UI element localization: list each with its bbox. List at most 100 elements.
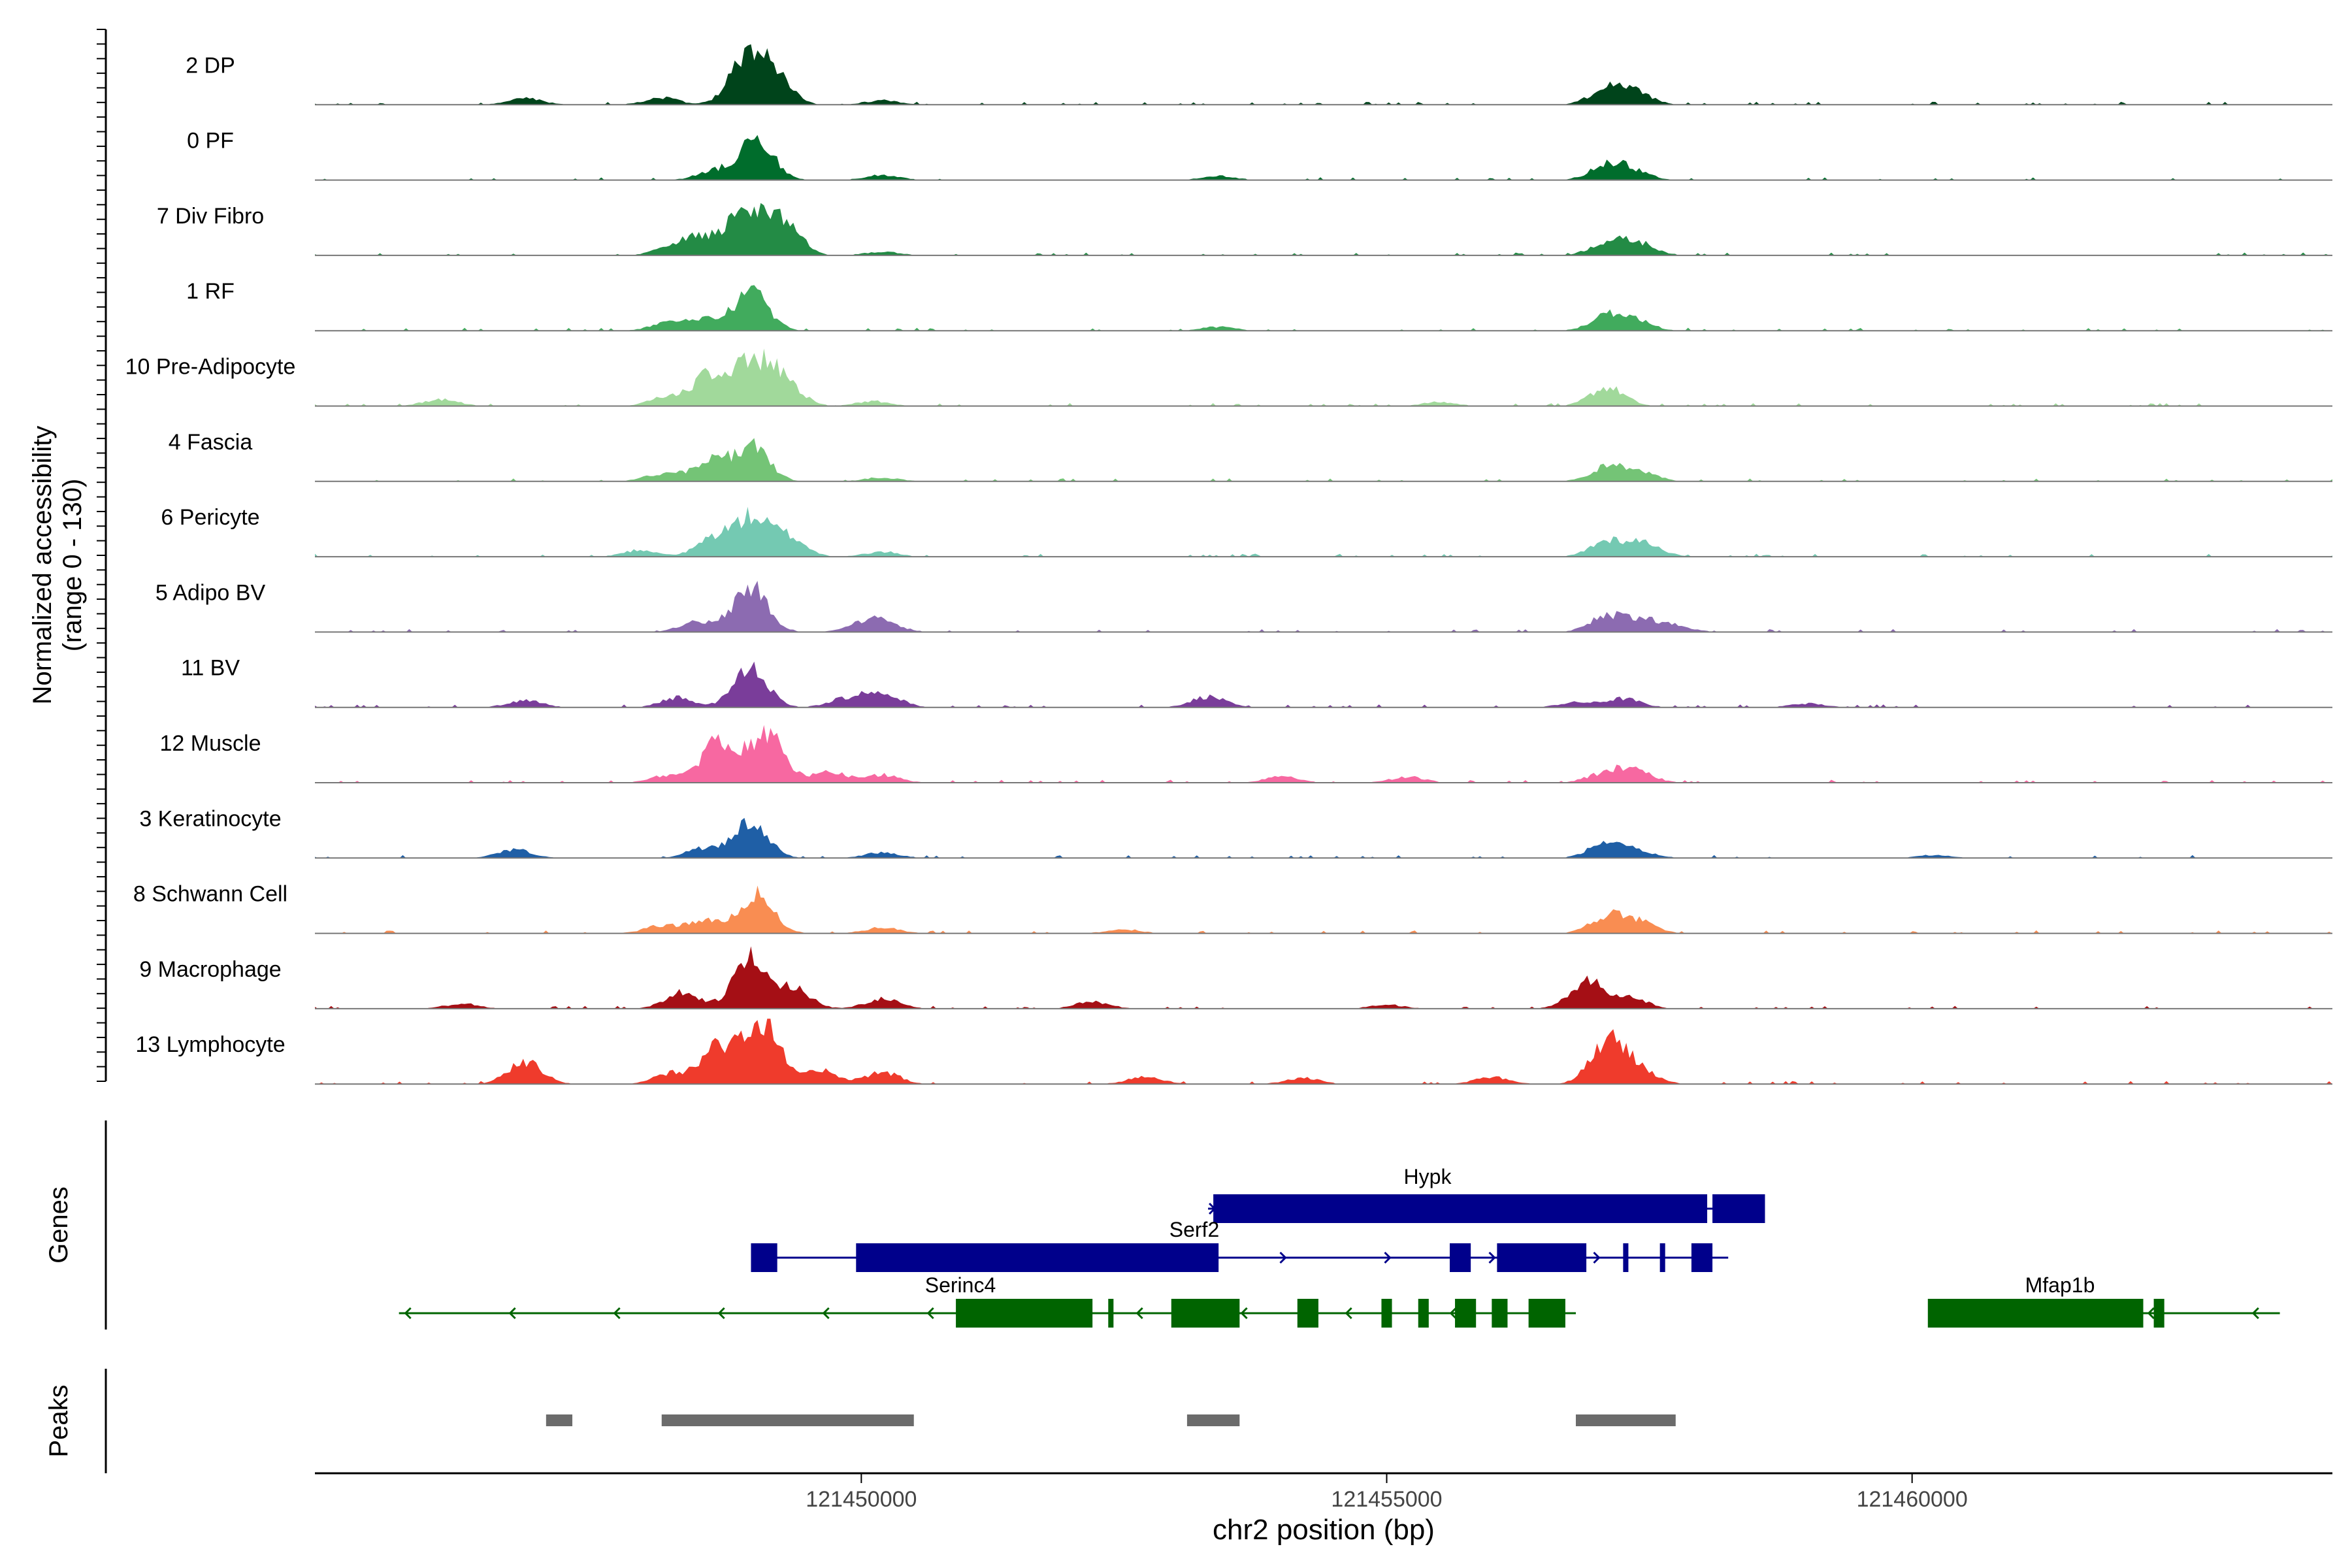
track-14: 13 Lymphocyte [135, 1019, 2332, 1085]
strand-arrow [1449, 1307, 1457, 1320]
track-label: 0 PF [187, 129, 234, 154]
track-8: 5 Adipo BV [155, 580, 2332, 633]
track-area [315, 506, 2332, 557]
peak-region [661, 1414, 914, 1426]
strand-arrow [1135, 1307, 1143, 1320]
x-axis-tick-label: 121455000 [1331, 1487, 1442, 1512]
strand-arrow [2251, 1307, 2259, 1320]
y-axis-range-label: (range 0 - 130) [58, 479, 87, 652]
track-13: 9 Macrophage [139, 946, 2332, 1009]
track-2: 0 PF [187, 129, 2332, 181]
strand-arrow [2147, 1307, 2155, 1320]
gene-mfap1b: Mfap1b [1927, 1273, 2280, 1328]
track-label: 7 Div Fibro [157, 204, 264, 229]
strand-arrow [613, 1307, 621, 1320]
strand-arrow [1240, 1307, 1248, 1320]
strand-arrow [717, 1307, 725, 1320]
track-label: 8 Schwann Cell [133, 882, 287, 907]
track-label: 2 DP [186, 53, 235, 78]
gene-label: Serf2 [1169, 1218, 1219, 1241]
track-label: 3 Keratinocyte [139, 806, 281, 831]
gene-exon [1528, 1299, 1565, 1328]
track-5: 10 Pre-Adipocyte [125, 348, 2332, 407]
strand-arrow [926, 1307, 934, 1320]
track-label: 11 BV [181, 656, 240, 681]
strand-arrow [1384, 1251, 1392, 1264]
track-3: 7 Div Fibro [157, 203, 2332, 256]
track-label: 10 Pre-Adipocyte [125, 355, 296, 380]
track-area [315, 203, 2332, 255]
track-area [315, 348, 2332, 406]
track-6: 4 Fascia [169, 430, 2332, 482]
x-axis-title: chr2 position (bp) [1213, 1514, 1435, 1546]
gene-exon [751, 1243, 777, 1272]
track-area [315, 135, 2332, 180]
track-9: 11 BV [181, 656, 2332, 708]
track-7: 6 Pericyte [161, 505, 2332, 558]
y-axis [97, 29, 107, 1082]
strand-arrow [404, 1307, 412, 1320]
gene-exon [1213, 1194, 1708, 1223]
gene-exon [956, 1299, 1093, 1328]
strand-arrow [1279, 1251, 1287, 1264]
track-label: 6 Pericyte [161, 505, 259, 530]
track-10: 12 Muscle [160, 725, 2332, 783]
gene-label: Hypk [1404, 1165, 1452, 1188]
gene-exon [1108, 1299, 1114, 1328]
gene-serinc4: Serinc4 [399, 1273, 1576, 1328]
gene-exon [1659, 1243, 1665, 1272]
track-area [315, 725, 2332, 783]
gene-exon [1381, 1299, 1392, 1328]
track-1: 2 DP [186, 44, 2332, 106]
track-area [315, 946, 2332, 1009]
track-label: 5 Adipo BV [155, 580, 266, 605]
track-area [315, 581, 2332, 632]
gene-label: Serinc4 [925, 1273, 996, 1297]
x-axis-tick-label: 121460000 [1857, 1487, 1968, 1512]
strand-arrow [1488, 1251, 1496, 1264]
gene-exon [856, 1243, 1219, 1272]
gene-exon [1418, 1299, 1429, 1328]
genes-panel: Genes Hypk Serf2 Serinc4 Mfap1b [44, 1120, 2280, 1330]
track-label: 1 RF [186, 279, 235, 304]
gene-exon [1623, 1243, 1629, 1272]
track-area [315, 44, 2332, 105]
strand-arrow [822, 1307, 830, 1320]
gene-exon [1712, 1194, 1765, 1223]
y-axis-title: Normalized accessibility [28, 426, 57, 705]
strand-arrow [1593, 1251, 1601, 1264]
track-label: 9 Macrophage [139, 957, 281, 982]
peaks-panel-label: Peaks [44, 1384, 73, 1457]
track-4: 1 RF [186, 279, 2332, 332]
gene-label: Mfap1b [2025, 1273, 2095, 1297]
track-area [315, 438, 2332, 482]
track-12: 8 Schwann Cell [133, 882, 2332, 934]
track-area [315, 885, 2332, 934]
gene-exon [1691, 1243, 1713, 1272]
gene-exon [1450, 1243, 1471, 1272]
track-area [315, 1019, 2332, 1085]
gene-exon [2153, 1299, 2164, 1328]
track-area [315, 285, 2332, 331]
gene-exon [1297, 1299, 1318, 1328]
track-label: 12 Muscle [160, 731, 261, 756]
track-label: 4 Fascia [169, 430, 253, 455]
track-area [315, 661, 2332, 708]
gene-exon [1497, 1243, 1587, 1272]
track-11: 3 Keratinocyte [139, 806, 2332, 859]
peaks-panel: Peaks [44, 1369, 1676, 1473]
gene-exon [1492, 1299, 1508, 1328]
track-label: 13 Lymphocyte [135, 1032, 285, 1057]
peak-region [1576, 1414, 1676, 1426]
gene-exon [1927, 1299, 2144, 1328]
gene-exon [1455, 1299, 1477, 1328]
gene-serf2: Serf2 [751, 1218, 1729, 1272]
x-axis-tick-label: 121450000 [806, 1487, 917, 1512]
strand-arrow [1345, 1307, 1352, 1320]
peak-region [1186, 1414, 1240, 1426]
strand-arrow [508, 1307, 516, 1320]
gene-hypk: Hypk [1208, 1165, 1765, 1223]
peak-region [546, 1414, 573, 1426]
genes-panel-label: Genes [44, 1186, 73, 1264]
